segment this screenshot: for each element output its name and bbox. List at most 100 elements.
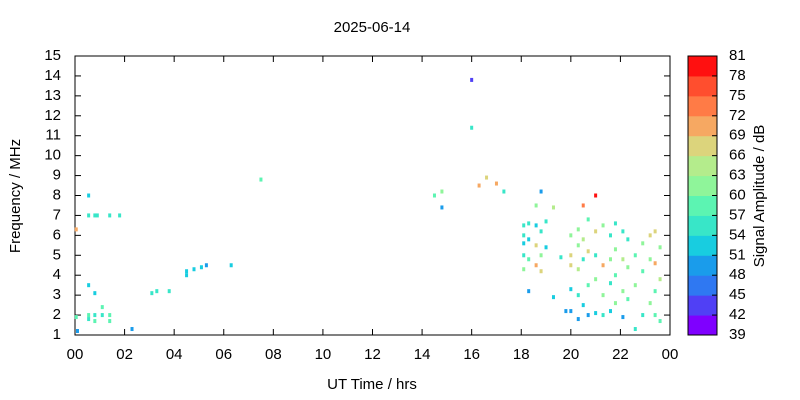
data-point — [641, 313, 645, 318]
colorbar-tick-label: 78 — [729, 67, 746, 84]
plot-frame — [74, 55, 671, 336]
colorbar-swatch — [688, 295, 717, 316]
data-point — [204, 263, 208, 268]
data-point — [522, 253, 526, 258]
data-point — [551, 205, 555, 210]
data-point — [551, 295, 555, 300]
y-tick-label: 6 — [53, 226, 61, 243]
data-point — [522, 241, 526, 246]
data-point — [199, 265, 203, 270]
data-point — [581, 303, 585, 308]
colorbar-tick-label: 63 — [729, 167, 746, 184]
data-point — [185, 269, 189, 274]
data-point — [100, 305, 104, 310]
y-tick-label: 14 — [44, 67, 61, 84]
data-point — [192, 267, 196, 272]
y-tick-label: 8 — [53, 186, 61, 203]
data-point — [621, 289, 625, 294]
data-point — [534, 243, 538, 248]
x-tick-label: 18 — [513, 346, 530, 363]
data-point — [594, 277, 598, 282]
data-point — [527, 237, 531, 242]
y-tick-label: 1 — [53, 326, 61, 343]
data-point — [653, 261, 657, 266]
data-point — [609, 233, 612, 238]
data-point — [576, 317, 580, 322]
colorbar-tick-label: 81 — [729, 47, 746, 64]
data-point — [641, 269, 645, 274]
y-tick-label: 2 — [53, 306, 61, 323]
data-point — [609, 257, 612, 262]
data-point — [653, 313, 657, 318]
data-point — [576, 267, 580, 272]
data-point — [581, 257, 585, 262]
data-point — [108, 213, 112, 218]
data-point — [581, 237, 585, 242]
data-point — [544, 219, 548, 224]
data-point — [601, 263, 605, 268]
data-point — [613, 301, 617, 306]
colorbar-swatch — [688, 315, 717, 336]
colorbar-tick-label: 39 — [729, 326, 746, 343]
data-point — [601, 223, 605, 228]
data-point — [613, 273, 617, 278]
data-point — [658, 319, 662, 324]
data-point — [633, 283, 637, 288]
y-tick-label: 11 — [45, 127, 61, 144]
data-point — [259, 177, 263, 182]
data-point — [470, 77, 474, 82]
colorbar-tick-label: 42 — [729, 306, 746, 323]
data-point — [576, 243, 580, 248]
data-point — [621, 315, 625, 320]
data-point — [93, 319, 97, 324]
data-point — [470, 125, 474, 130]
chart-title: 2025-06-14 — [334, 19, 411, 36]
colorbar-tick-label: 66 — [729, 147, 746, 164]
data-point — [633, 253, 637, 258]
colorbar-swatch — [688, 155, 717, 177]
data-point — [150, 291, 154, 296]
data-point — [594, 229, 598, 234]
data-point — [440, 205, 444, 210]
colorbar-tick-label: 54 — [729, 226, 746, 243]
data-point — [155, 289, 159, 294]
colorbar-swatch — [688, 95, 717, 117]
x-tick-label: 20 — [562, 346, 579, 363]
colorbar-swatch — [688, 56, 717, 77]
x-axis-label: UT Time / hrs — [327, 376, 417, 393]
colorbar-swatch — [688, 235, 717, 256]
colorbar-tick-label: 69 — [729, 127, 746, 144]
data-point — [185, 273, 189, 278]
data-point — [100, 313, 104, 318]
data-point — [653, 229, 657, 234]
data-point — [594, 193, 598, 198]
data-point — [502, 189, 506, 194]
data-point — [601, 313, 605, 318]
data-point — [87, 317, 91, 322]
data-point — [626, 297, 630, 302]
y-axis-label: Frequency / MHz — [7, 139, 24, 253]
data-point — [527, 257, 531, 262]
data-point — [569, 309, 573, 314]
y-tick-label: 5 — [53, 246, 61, 263]
y-tick-label: 13 — [44, 87, 61, 104]
data-point — [95, 213, 99, 218]
colorbar-tick-label: 45 — [729, 286, 746, 303]
y-tick-label: 10 — [44, 147, 61, 164]
data-point — [626, 265, 630, 270]
data-point — [594, 253, 598, 258]
data-point — [569, 233, 573, 238]
data-point — [581, 203, 585, 208]
y-tick-label: 12 — [44, 107, 61, 124]
data-point — [609, 281, 612, 286]
x-tick-label: 00 — [67, 346, 84, 363]
data-point — [648, 301, 652, 306]
data-point — [609, 309, 612, 314]
colorbar-tick-label: 60 — [729, 186, 746, 203]
data-point — [522, 233, 526, 238]
data-point — [539, 189, 543, 194]
data-point — [522, 223, 526, 228]
data-point — [613, 221, 617, 226]
